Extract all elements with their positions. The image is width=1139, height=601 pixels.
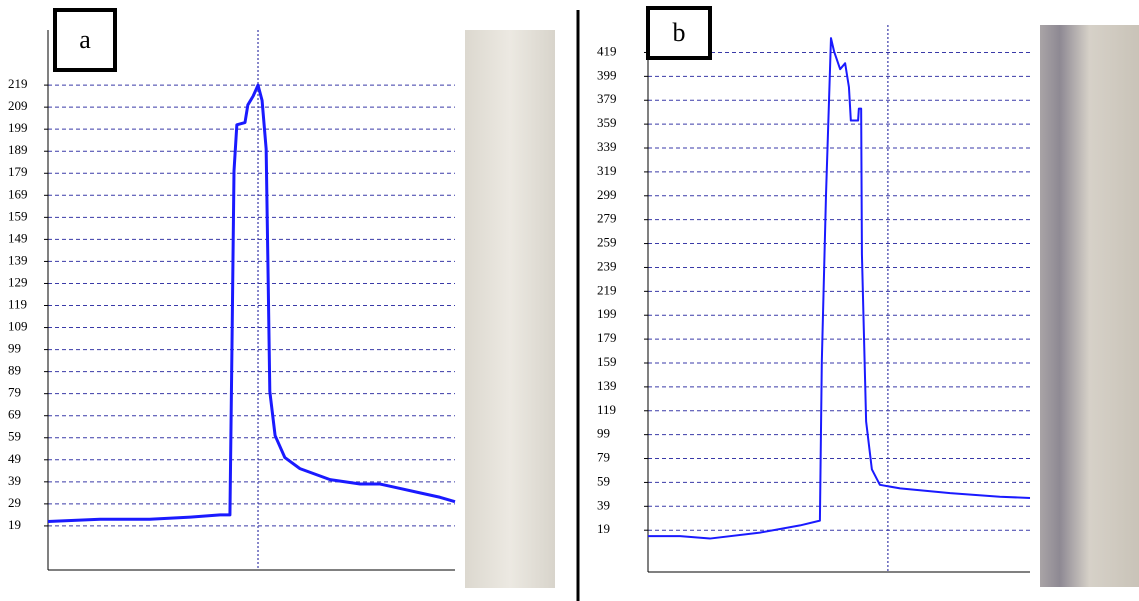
y-tick-label: 169: [8, 186, 28, 201]
y-tick-label: 19: [597, 521, 610, 536]
y-tick-label: 59: [597, 473, 610, 488]
panel-label-box: [53, 8, 117, 72]
sample-image: [465, 30, 555, 588]
y-tick-label: 119: [8, 296, 27, 311]
y-tick-label: 89: [8, 363, 21, 378]
y-tick-label: 129: [8, 274, 28, 289]
y-tick-label: 199: [597, 306, 617, 321]
y-tick-label: 139: [597, 378, 617, 393]
y-tick-label: 189: [8, 142, 28, 157]
y-tick-label: 139: [8, 252, 28, 267]
y-tick-label: 379: [597, 91, 617, 106]
y-tick-label: 39: [597, 497, 610, 512]
sample-image: [1040, 25, 1139, 587]
y-tick-label: 239: [597, 258, 617, 273]
y-tick-label: 149: [8, 230, 28, 245]
y-tick-label: 319: [597, 163, 617, 178]
panel-label-box: [646, 6, 712, 60]
y-tick-label: 299: [597, 187, 617, 202]
y-tick-label: 179: [597, 330, 617, 345]
y-tick-label: 359: [597, 115, 617, 130]
y-tick-label: 99: [8, 341, 21, 356]
panel-label: b: [673, 18, 686, 47]
y-tick-label: 49: [8, 451, 21, 466]
y-tick-label: 259: [597, 235, 617, 250]
y-tick-label: 399: [597, 67, 617, 82]
y-tick-label: 209: [8, 98, 28, 113]
y-tick-label: 99: [597, 426, 610, 441]
y-tick-label: 19: [8, 517, 21, 532]
y-tick-label: 199: [8, 120, 28, 135]
y-tick-label: 159: [597, 354, 617, 369]
y-tick-label: 59: [8, 429, 21, 444]
data-line: [47, 83, 456, 524]
y-tick-label: 39: [8, 473, 21, 488]
panel-label: a: [79, 25, 91, 54]
y-tick-label: 159: [8, 208, 28, 223]
y-tick-label: 179: [8, 164, 28, 179]
y-tick-label: 219: [597, 282, 617, 297]
y-tick-label: 339: [597, 139, 617, 154]
y-tick-label: 79: [8, 385, 21, 400]
y-tick-label: 279: [597, 211, 617, 226]
y-tick-label: 109: [8, 319, 28, 334]
y-tick-label: 79: [597, 450, 610, 465]
y-tick-label: 69: [8, 407, 21, 422]
y-tick-label: 29: [8, 495, 21, 510]
y-tick-label: 219: [8, 76, 28, 91]
y-tick-label: 419: [597, 43, 617, 58]
data-line: [648, 37, 1031, 540]
y-tick-label: 119: [597, 402, 616, 417]
